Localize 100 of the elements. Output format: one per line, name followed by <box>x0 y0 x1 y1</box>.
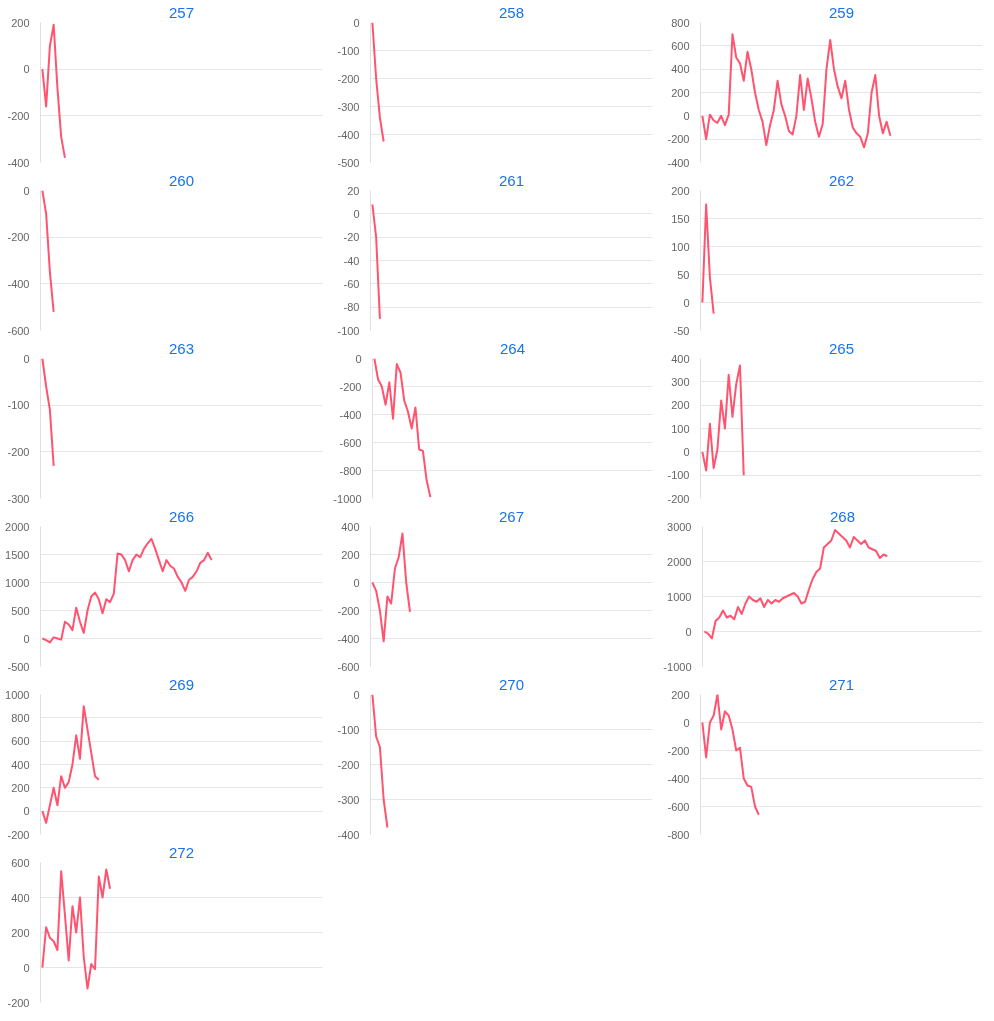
y-tick-label: 0 <box>23 961 30 974</box>
y-tick-label: 0 <box>23 632 30 645</box>
y-tick-label: 200 <box>341 548 360 561</box>
y-tick-label: 0 <box>353 688 360 701</box>
y-tick-label: -40 <box>343 254 360 267</box>
y-tick-label: -300 <box>337 793 360 806</box>
line-series <box>703 529 889 640</box>
line-series <box>371 532 411 643</box>
chart-title: 262 <box>828 171 855 189</box>
y-tick-label: 2000 <box>5 520 30 533</box>
y-tick-label: 400 <box>11 891 30 904</box>
y-tick-label: 400 <box>11 758 30 771</box>
line-series <box>373 358 432 499</box>
y-tick-label: 0 <box>683 296 690 309</box>
y-tick-label: -100 <box>337 723 360 736</box>
y-tick-label: 300 <box>671 375 690 388</box>
y-tick-label: 0 <box>355 352 362 365</box>
y-tick-label: 50 <box>677 268 690 281</box>
chart-title: 263 <box>168 339 195 357</box>
y-tick-label: -80 <box>343 301 360 314</box>
chart-title: 257 <box>168 3 195 21</box>
y-tick-label: 0 <box>353 16 360 29</box>
y-tick-label: 0 <box>353 207 360 220</box>
y-tick-label: -600 <box>667 800 690 813</box>
y-tick-label: -500 <box>337 156 360 169</box>
y-tick-label: -20 <box>343 231 360 244</box>
line-series <box>701 364 745 477</box>
y-tick-label: -800 <box>339 464 362 477</box>
y-tick-label: -200 <box>337 604 360 617</box>
y-tick-label: -200 <box>667 492 690 505</box>
chart-title: 266 <box>168 507 195 525</box>
chart-title: 264 <box>499 339 526 357</box>
y-tick-label: -200 <box>339 380 362 393</box>
y-tick-label: 1500 <box>5 548 30 561</box>
y-tick-label: -200 <box>667 744 690 757</box>
y-tick-label: -60 <box>343 277 360 290</box>
y-tick-label: -400 <box>7 156 30 169</box>
y-tick-label: 200 <box>671 399 690 412</box>
line-series <box>371 22 385 143</box>
y-tick-label: -100 <box>7 399 30 412</box>
y-tick-label: 1000 <box>5 688 30 701</box>
y-tick-label: 400 <box>671 63 690 76</box>
y-tick-label: -400 <box>339 408 362 421</box>
y-tick-label: 200 <box>671 184 690 197</box>
y-tick-label: -500 <box>7 660 30 673</box>
y-tick-label: 1000 <box>667 590 692 603</box>
line-series <box>41 190 55 313</box>
y-tick-label: 600 <box>11 856 30 869</box>
line-series <box>701 33 892 149</box>
y-tick-label: 800 <box>671 16 690 29</box>
chart-title: 265 <box>828 339 855 357</box>
line-series <box>41 358 55 467</box>
y-tick-label: -200 <box>7 445 30 458</box>
y-tick-label: 0 <box>353 576 360 589</box>
y-tick-label: 200 <box>11 781 30 794</box>
y-tick-label: 100 <box>671 422 690 435</box>
y-tick-label: 150 <box>671 212 690 225</box>
y-tick-label: 2000 <box>667 555 692 568</box>
chart-title: 259 <box>828 3 855 21</box>
y-tick-label: 400 <box>341 520 360 533</box>
y-tick-label: 3000 <box>667 520 692 533</box>
y-tick-label: 100 <box>671 240 690 253</box>
line-series <box>701 694 760 816</box>
y-tick-label: -100 <box>667 469 690 482</box>
y-tick-label: 400 <box>671 352 690 365</box>
chart-title: 269 <box>168 675 195 693</box>
y-tick-label: -200 <box>337 758 360 771</box>
y-tick-label: -600 <box>7 324 30 337</box>
line-series <box>371 694 389 829</box>
y-tick-label: 200 <box>671 688 690 701</box>
y-tick-label: -200 <box>7 828 30 841</box>
y-tick-label: -1000 <box>663 660 692 673</box>
y-tick-label: 0 <box>685 625 692 638</box>
y-tick-label: -600 <box>337 660 360 673</box>
y-tick-label: 0 <box>23 63 30 76</box>
y-tick-label: -200 <box>337 72 360 85</box>
y-tick-label: 0 <box>683 716 690 729</box>
y-tick-label: -300 <box>337 100 360 113</box>
y-tick-label: 0 <box>683 109 690 122</box>
y-tick-label: 0 <box>23 805 30 818</box>
y-tick-label: 600 <box>671 39 690 52</box>
chart-title: 270 <box>498 675 525 693</box>
y-tick-label: 600 <box>11 735 30 748</box>
y-tick-label: -300 <box>7 492 30 505</box>
y-tick-label: 0 <box>683 445 690 458</box>
y-tick-label: 20 <box>347 184 360 197</box>
line-series <box>41 868 112 990</box>
chart-title: 261 <box>498 171 525 189</box>
chart-title: 272 <box>168 843 195 861</box>
y-tick-label: 200 <box>11 926 30 939</box>
y-tick-label: -400 <box>667 772 690 785</box>
chart-title: 271 <box>828 675 855 693</box>
y-tick-label: 0 <box>23 352 30 365</box>
y-tick-label: -400 <box>337 828 360 841</box>
y-tick-label: -400 <box>337 632 360 645</box>
y-tick-label: -50 <box>673 324 690 337</box>
y-tick-label: -100 <box>337 44 360 57</box>
y-tick-label: -600 <box>339 436 362 449</box>
y-tick-label: -1000 <box>333 492 362 505</box>
y-tick-label: -400 <box>337 128 360 141</box>
